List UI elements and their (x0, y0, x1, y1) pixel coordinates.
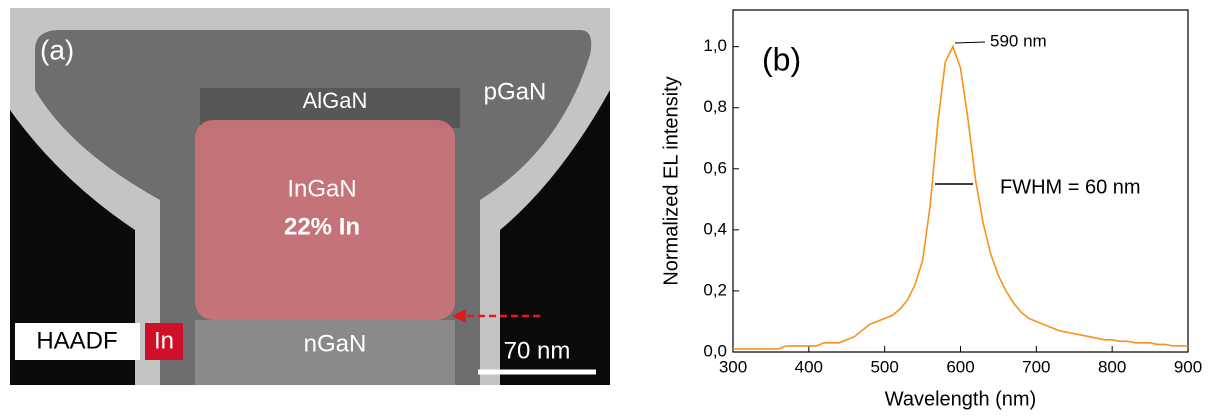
x-tick-label: 800 (1098, 357, 1126, 376)
x-tick-label: 600 (946, 357, 974, 376)
panel-label: (b) (762, 41, 801, 77)
y-tick-label: 0,8 (703, 97, 727, 116)
micrograph: (a) AlGaN pGaN InGaN 22% In nGaN HAADF I… (10, 8, 610, 385)
y-tick-label: 1,0 (703, 36, 727, 55)
panel-label: (a) (40, 34, 74, 65)
region-label: AlGaN (303, 88, 368, 113)
region-label: pGaN (484, 78, 547, 105)
region-label: nGaN (304, 330, 367, 357)
annotation-leader (954, 41, 986, 44)
x-axis-label: Wavelength (nm) (885, 388, 1037, 410)
x-tick-label: 300 (719, 357, 747, 376)
y-tick-label: 0,0 (703, 341, 727, 360)
y-tick-label: 0,4 (703, 219, 727, 238)
y-tick-label: 0,6 (703, 158, 727, 177)
spectrum-line (733, 44, 1188, 350)
x-tick-label: 900 (1174, 357, 1202, 376)
region-label: 22% In (284, 213, 360, 240)
y-axis-label: Normalized EL intensity (660, 76, 682, 285)
x-tick-label: 400 (795, 357, 823, 376)
ingan (195, 120, 455, 320)
legend-text: HAADF (36, 327, 117, 354)
annotation: FWHM = 60 nm (1000, 176, 1141, 198)
legend-text: In (154, 327, 174, 354)
legend-box (145, 323, 183, 360)
ngan (195, 320, 455, 385)
x-tick-label: 500 (870, 357, 898, 376)
x-tick-label: 700 (1022, 357, 1050, 376)
y-tick-label: 0,2 (703, 280, 727, 299)
region-label: InGaN (287, 175, 356, 202)
scale-bar-label: 70 nm (504, 337, 571, 364)
arrow-head (452, 309, 466, 323)
annotation: 590 nm (990, 31, 1047, 50)
legend-box (15, 323, 140, 360)
